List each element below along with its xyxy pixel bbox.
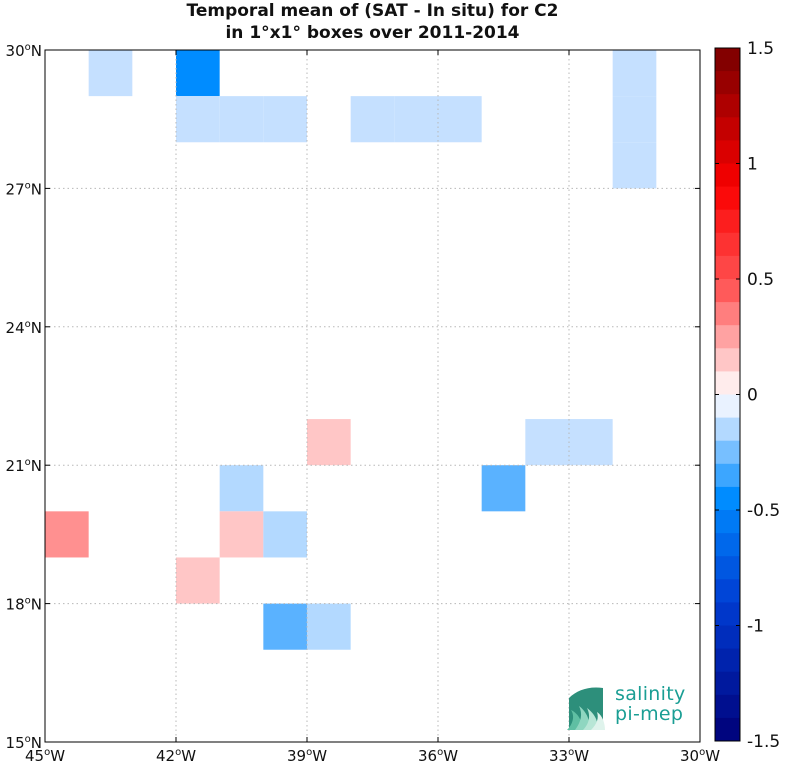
colorbar-segment	[715, 302, 740, 326]
heatmap-cell	[45, 511, 89, 558]
heatmap-cell	[612, 96, 657, 143]
heatmap-cell	[176, 557, 220, 604]
grid-lines	[45, 50, 700, 742]
colorbar-segment	[715, 117, 740, 141]
colorbar-tick-label: -1.5	[747, 732, 780, 752]
logo-text-pimep: pi-mep	[615, 703, 684, 725]
axes: 45oW 42oW 39oW 36oW 33oW 30oW 15oN 18oN 21oN 24oN…	[6, 42, 721, 763]
colorbar-segment	[715, 717, 740, 742]
data-cells	[45, 50, 657, 650]
colorbar-segment	[715, 71, 740, 95]
heatmap-cell	[307, 419, 351, 466]
chart-subtitle: in 1°x1° boxes over 2011-2014	[225, 23, 520, 43]
wave-logo-icon	[567, 687, 605, 730]
colorbar-segment	[715, 694, 740, 719]
heatmap-cell	[88, 50, 133, 97]
colorbar-segment	[715, 579, 740, 603]
x-tick-label: 42oW	[156, 747, 196, 763]
logo-text-salinity: salinity	[615, 683, 686, 705]
y-tick-label: 24oN	[6, 319, 42, 337]
colorbar-segment	[715, 48, 740, 72]
heatmap-cell	[350, 96, 395, 143]
colorbar-segment	[715, 533, 740, 557]
y-tick-label: 21oN	[6, 457, 42, 475]
heatmap-cell	[438, 96, 482, 143]
colorbar-tick-label: 1.5	[747, 39, 774, 59]
heatmap-cell	[263, 96, 307, 143]
colorbar-segment	[715, 371, 740, 395]
colorbar-segment	[715, 232, 740, 257]
x-tick-label: 36oW	[418, 747, 458, 763]
colorbar-segment	[715, 279, 740, 303]
colorbar-segment	[715, 602, 740, 626]
colorbar-segment	[715, 348, 740, 372]
heatmap-cell	[394, 96, 438, 143]
x-tick-label: 39oW	[287, 747, 327, 763]
colorbar-segment	[715, 394, 740, 419]
heatmap-cell	[263, 511, 307, 558]
chart-title: Temporal mean of (SAT - In situ) for C2	[186, 1, 559, 21]
colorbar-segment	[715, 255, 740, 280]
heatmap-cell	[176, 50, 220, 97]
x-tick-label: 33oW	[549, 747, 589, 763]
colorbar-segment	[715, 417, 740, 442]
colorbar-tick-label: -1	[747, 617, 764, 637]
colorbar-segment	[715, 556, 740, 580]
y-tick-label: 15oN	[6, 734, 42, 752]
colorbar-segment	[715, 94, 740, 118]
heatmap-cell	[176, 96, 220, 143]
plot-frame	[44, 49, 701, 743]
colorbar-tick-label: 1	[747, 155, 758, 175]
colorbar-segment	[715, 625, 740, 650]
colorbar-segment	[715, 510, 740, 534]
x-tick-label: 45oW	[25, 747, 65, 763]
heatmap-cell	[263, 603, 307, 650]
heatmap-cell	[525, 419, 569, 466]
heatmap-cell	[219, 96, 264, 143]
heatmap-cell	[612, 142, 657, 189]
colorbar-segment	[715, 186, 740, 211]
colorbar-tick-label: 0.5	[747, 270, 774, 290]
colorbar-segment	[715, 648, 740, 673]
salinity-pimep-logo: salinity pi-mep	[563, 684, 693, 732]
heatmap-cell	[612, 50, 657, 97]
y-tick-label: 27oN	[6, 180, 42, 198]
heatmap-cell	[569, 419, 613, 466]
colorbar-segment	[715, 671, 740, 696]
heatmap-cell	[219, 465, 264, 512]
y-tick-label: 18oN	[6, 596, 42, 614]
colorbar-segment	[715, 140, 740, 164]
colorbar-tick-label: 0	[747, 386, 758, 406]
heatmap-cell	[307, 603, 351, 650]
heatmap-cell	[481, 465, 526, 512]
x-tick-label: 30oW	[680, 747, 720, 763]
colorbar-segment	[715, 163, 740, 188]
colorbar-segment	[715, 486, 740, 511]
colorbar-segment	[715, 325, 740, 349]
colorbar: 1.5 1 0.5 0 -0.5 -1 -1.5	[714, 39, 780, 752]
colorbar-segment	[715, 440, 740, 465]
colorbar-tick-label: -0.5	[747, 501, 780, 521]
colorbar-segment	[715, 463, 740, 488]
colorbar-segment	[715, 209, 740, 234]
y-tick-label: 30oN	[6, 42, 42, 60]
heatmap-cell	[219, 511, 264, 558]
